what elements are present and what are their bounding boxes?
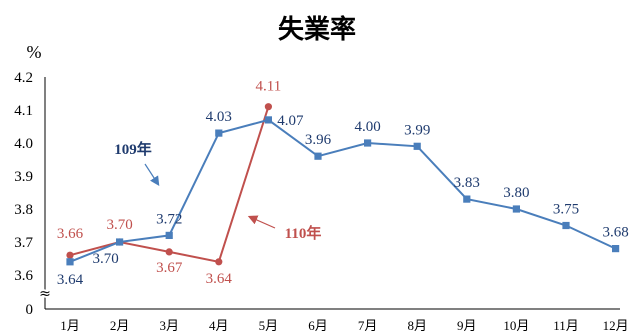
series-109-point <box>264 116 272 124</box>
series-109-arrow <box>144 163 160 187</box>
y-tick-label: 4.2 <box>14 70 33 86</box>
y-tick-label: 3.8 <box>14 202 33 218</box>
series-109-point <box>314 152 322 160</box>
series-109-point <box>66 258 74 266</box>
series-109-data-label: 3.80 <box>503 185 529 201</box>
series-110-data-label: 4.11 <box>256 79 282 95</box>
x-tick-label: 5月 <box>259 318 279 333</box>
series-109-point <box>512 205 520 213</box>
y-tick-label: 4.1 <box>14 103 33 119</box>
x-tick-label: 6月 <box>308 318 328 333</box>
series-110-point <box>165 248 173 256</box>
series-109-point <box>364 139 372 147</box>
axes: ≈ <box>37 77 620 310</box>
y-tick-label: 3.6 <box>14 268 33 284</box>
axis-break-icon: ≈ <box>39 286 51 302</box>
series-109-point <box>612 245 620 253</box>
x-tick-label: 10月 <box>503 318 529 333</box>
series-110-name: 110年 <box>285 224 322 242</box>
series-109-point <box>165 231 173 239</box>
x-tick-label: 2月 <box>110 318 130 333</box>
series-109-data-label: 4.03 <box>206 109 232 125</box>
series-109-data-label: 3.75 <box>553 202 579 218</box>
series-layer: 3.64 3.70 3.72 4.03 4.073.96 4.00 3.99 3.83 3.80… <box>57 79 629 288</box>
series-109-line <box>69 118 617 263</box>
series-110-point <box>215 258 223 266</box>
series-110-data-label: 3.66 <box>57 226 84 242</box>
y-tick-label: 3.7 <box>14 235 33 251</box>
series-109-point <box>562 221 570 230</box>
y-tick-label: 0 <box>26 302 34 318</box>
series-109-data-label: 3.68 <box>602 225 628 241</box>
y-tick-label: 4.0 <box>14 136 33 152</box>
x-tick-label: 12月 <box>603 318 629 333</box>
series-109-data-label: 3.99 <box>404 122 430 138</box>
series-109-data-label: 3.70 <box>92 251 118 267</box>
series-110-point <box>66 251 74 259</box>
series-109-name: 109年 <box>114 140 152 158</box>
x-tick-label: 8月 <box>407 318 427 333</box>
x-tick-label: 3月 <box>159 318 179 333</box>
series-109-data-label: 4.07 <box>277 113 304 129</box>
series-109-point <box>463 195 471 203</box>
series-110-data-label: 3.64 <box>206 271 233 287</box>
y-tick-label: 3.9 <box>14 169 33 185</box>
y-ticks: 4.2 4.1 4.0 3.9 3.8 3.7 3.6 0 <box>14 70 33 318</box>
x-ticks: 1月 2月 3月 4月 5月 6月 7月 8月 9月 10月 11月 12月 <box>60 318 628 333</box>
series-109-point <box>413 142 421 150</box>
series-109-data-label: 4.00 <box>354 119 380 135</box>
series-109-data-label: 3.96 <box>305 132 332 148</box>
series-110-point <box>264 103 272 111</box>
series-109-data-label: 3.72 <box>156 211 182 227</box>
x-tick-label: 1月 <box>60 318 80 333</box>
y-axis-unit: % <box>27 42 42 62</box>
series-109-point <box>215 129 223 137</box>
series-109-data-label: 3.64 <box>57 272 84 288</box>
x-tick-label: 4月 <box>209 318 229 333</box>
series-110-data-label: 3.67 <box>156 260 183 276</box>
x-tick-label: 7月 <box>358 318 378 333</box>
annotations: 109年 110年 <box>114 140 321 242</box>
series-109-point <box>116 238 124 246</box>
x-tick-label: 9月 <box>457 318 477 333</box>
series-110-arrow <box>247 215 276 229</box>
x-tick-label: 11月 <box>553 318 579 333</box>
series-110-data-label: 3.70 <box>106 217 132 233</box>
chart-title: 失業率 <box>278 14 356 45</box>
series-109-data-label: 3.83 <box>454 175 480 191</box>
